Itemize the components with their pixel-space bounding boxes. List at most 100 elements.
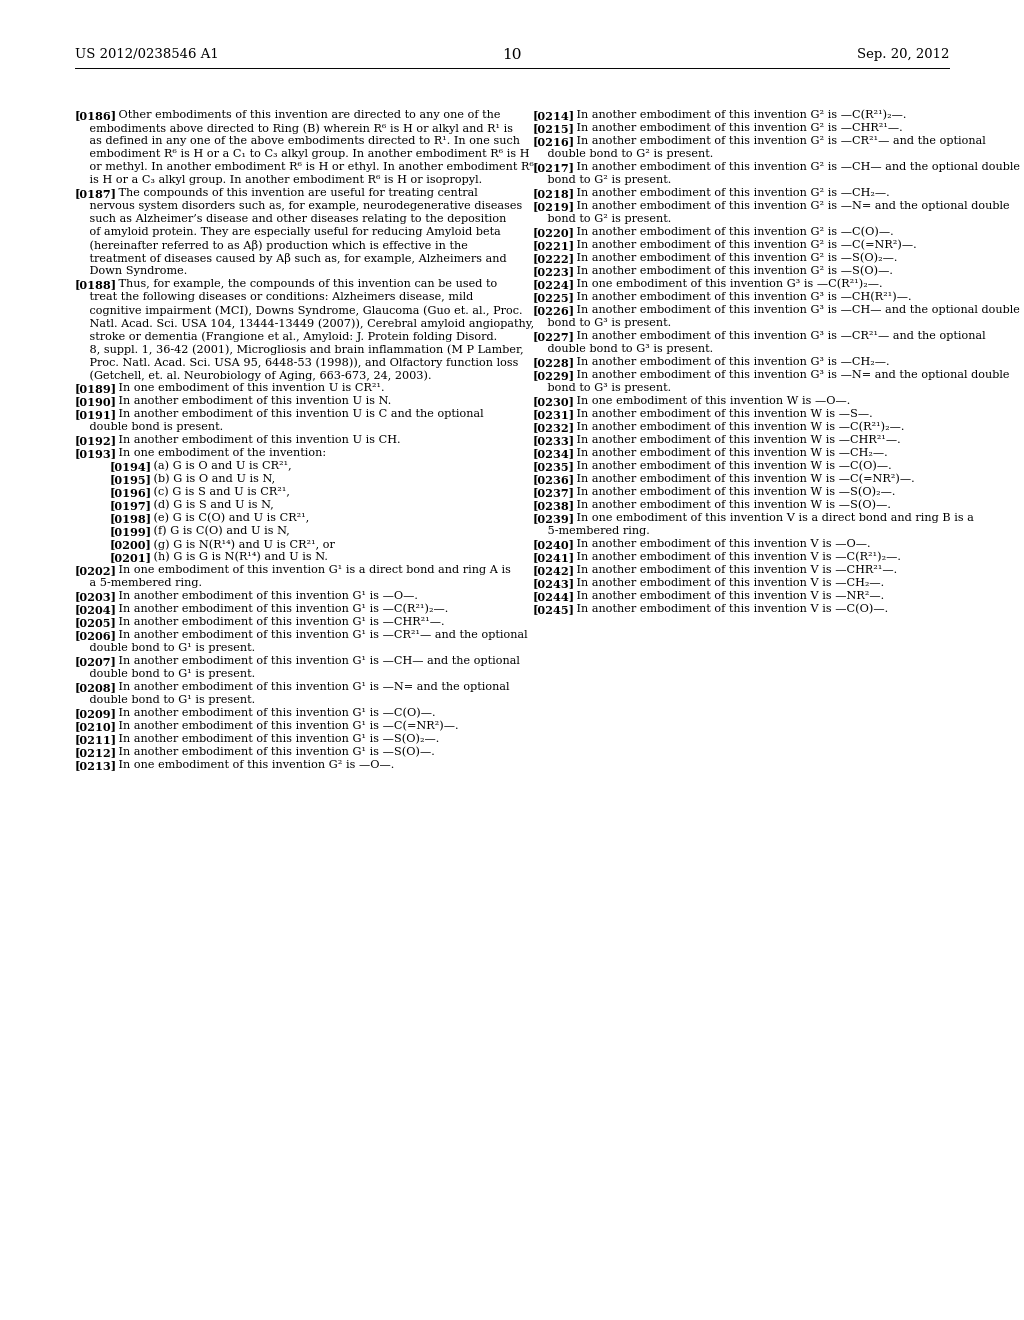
Text: [0210]: [0210]	[75, 721, 117, 733]
Text: double bond is present.: double bond is present.	[75, 422, 223, 432]
Text: [0186]: [0186]	[75, 110, 117, 121]
Text: In another embodiment of this invention G² is —CH₂—.: In another embodiment of this invention …	[562, 187, 890, 198]
Text: In another embodiment of this invention G¹ is —CR²¹— and the optional: In another embodiment of this invention …	[104, 630, 527, 640]
Text: or methyl. In another embodiment R⁶ is H or ethyl. In another embodiment R⁶: or methyl. In another embodiment R⁶ is H…	[75, 162, 534, 172]
Text: Sep. 20, 2012: Sep. 20, 2012	[857, 48, 949, 61]
Text: [0220]: [0220]	[534, 227, 575, 238]
Text: [0242]: [0242]	[534, 565, 575, 576]
Text: [0189]: [0189]	[75, 383, 117, 393]
Text: [0208]: [0208]	[75, 682, 117, 693]
Text: (h) G is G is N(R¹⁴) and U is N.: (h) G is G is N(R¹⁴) and U is N.	[139, 552, 328, 562]
Text: [0201]: [0201]	[110, 552, 152, 564]
Text: bond to G² is present.: bond to G² is present.	[534, 176, 672, 185]
Text: such as Alzheimer’s disease and other diseases relating to the deposition: such as Alzheimer’s disease and other di…	[75, 214, 507, 224]
Text: [0192]: [0192]	[75, 436, 117, 446]
Text: In one embodiment of this invention U is CR²¹.: In one embodiment of this invention U is…	[104, 383, 385, 393]
Text: In another embodiment of this invention V is —CH₂—.: In another embodiment of this invention …	[562, 578, 885, 587]
Text: [0228]: [0228]	[534, 356, 575, 368]
Text: Other embodiments of this invention are directed to any one of the: Other embodiments of this invention are …	[104, 110, 501, 120]
Text: as defined in any one of the above embodiments directed to R¹. In one such: as defined in any one of the above embod…	[75, 136, 520, 147]
Text: [0213]: [0213]	[75, 760, 117, 771]
Text: In another embodiment of this invention V is —NR²—.: In another embodiment of this invention …	[562, 591, 885, 601]
Text: In another embodiment of this invention G¹ is —C(R²¹)₂—.: In another embodiment of this invention …	[104, 605, 449, 614]
Text: [0235]: [0235]	[534, 461, 575, 473]
Text: In another embodiment of this invention G³ is —N= and the optional double: In another embodiment of this invention …	[562, 370, 1010, 380]
Text: [0231]: [0231]	[534, 409, 575, 420]
Text: In another embodiment of this invention G¹ is —S(O)₂—.: In another embodiment of this invention …	[104, 734, 439, 744]
Text: 8, suppl. 1, 36-42 (2001), Microgliosis and brain inflammation (M P Lamber,: 8, suppl. 1, 36-42 (2001), Microgliosis …	[75, 345, 523, 355]
Text: [0187]: [0187]	[75, 187, 117, 199]
Text: The compounds of this invention are useful for treating central: The compounds of this invention are usef…	[104, 187, 478, 198]
Text: [0190]: [0190]	[75, 396, 117, 407]
Text: In another embodiment of this invention W is —S—.: In another embodiment of this invention …	[562, 409, 872, 418]
Text: [0200]: [0200]	[110, 539, 152, 550]
Text: [0191]: [0191]	[75, 409, 117, 420]
Text: In one embodiment of this invention G¹ is a direct bond and ring A is: In one embodiment of this invention G¹ i…	[104, 565, 511, 576]
Text: double bond to G² is present.: double bond to G² is present.	[534, 149, 714, 158]
Text: [0196]: [0196]	[110, 487, 153, 498]
Text: bond to G² is present.: bond to G² is present.	[534, 214, 672, 224]
Text: [0221]: [0221]	[534, 240, 575, 251]
Text: In another embodiment of this invention G³ is —CR²¹— and the optional: In another embodiment of this invention …	[562, 331, 986, 341]
Text: [0240]: [0240]	[534, 539, 575, 550]
Text: [0222]: [0222]	[534, 253, 575, 264]
Text: embodiment R⁶ is H or a C₁ to C₃ alkyl group. In another embodiment R⁶ is H: embodiment R⁶ is H or a C₁ to C₃ alkyl g…	[75, 149, 529, 158]
Text: In one embodiment of the invention:: In one embodiment of the invention:	[104, 447, 327, 458]
Text: [0219]: [0219]	[534, 201, 575, 213]
Text: [0211]: [0211]	[75, 734, 117, 744]
Text: In another embodiment of this invention G² is —S(O)—.: In another embodiment of this invention …	[562, 267, 893, 276]
Text: [0212]: [0212]	[75, 747, 117, 758]
Text: [0232]: [0232]	[534, 422, 575, 433]
Text: In another embodiment of this invention G¹ is —C(=NR²)—.: In another embodiment of this invention …	[104, 721, 459, 731]
Text: In another embodiment of this invention W is —CH₂—.: In another embodiment of this invention …	[562, 447, 888, 458]
Text: [0234]: [0234]	[534, 447, 575, 459]
Text: In one embodiment of this invention G² is —O—.: In one embodiment of this invention G² i…	[104, 760, 394, 770]
Text: In another embodiment of this invention W is —S(O)₂—.: In another embodiment of this invention …	[562, 487, 895, 498]
Text: treatment of diseases caused by Aβ such as, for example, Alzheimers and: treatment of diseases caused by Aβ such …	[75, 253, 507, 264]
Text: In another embodiment of this invention W is —CHR²¹—.: In another embodiment of this invention …	[562, 436, 901, 445]
Text: [0225]: [0225]	[534, 292, 575, 304]
Text: nervous system disorders such as, for example, neurodegenerative diseases: nervous system disorders such as, for ex…	[75, 201, 522, 211]
Text: [0188]: [0188]	[75, 279, 117, 290]
Text: In another embodiment of this invention G¹ is —N= and the optional: In another embodiment of this invention …	[104, 682, 510, 692]
Text: [0195]: [0195]	[110, 474, 152, 484]
Text: [0238]: [0238]	[534, 500, 575, 511]
Text: [0245]: [0245]	[534, 605, 575, 615]
Text: In another embodiment of this invention V is —CHR²¹—.: In another embodiment of this invention …	[562, 565, 897, 576]
Text: (f) G is C(O) and U is N,: (f) G is C(O) and U is N,	[139, 525, 290, 536]
Text: In another embodiment of this invention G² is —CH— and the optional double: In another embodiment of this invention …	[562, 162, 1020, 172]
Text: [0204]: [0204]	[75, 605, 117, 615]
Text: [0203]: [0203]	[75, 591, 117, 602]
Text: [0209]: [0209]	[75, 708, 117, 719]
Text: In another embodiment of this invention G² is —S(O)₂—.: In another embodiment of this invention …	[562, 253, 897, 263]
Text: [0206]: [0206]	[75, 630, 117, 642]
Text: (d) G is S and U is N,: (d) G is S and U is N,	[139, 500, 273, 511]
Text: [0229]: [0229]	[534, 370, 575, 381]
Text: [0197]: [0197]	[110, 500, 152, 511]
Text: (Getchell, et. al. Neurobiology of Aging, 663-673, 24, 2003).: (Getchell, et. al. Neurobiology of Aging…	[75, 370, 431, 380]
Text: (e) G is C(O) and U is CR²¹,: (e) G is C(O) and U is CR²¹,	[139, 513, 309, 523]
Text: Proc. Natl. Acad. Sci. USA 95, 6448-53 (1998)), and Olfactory function loss: Proc. Natl. Acad. Sci. USA 95, 6448-53 (…	[75, 356, 518, 367]
Text: [0223]: [0223]	[534, 267, 575, 277]
Text: [0216]: [0216]	[534, 136, 575, 147]
Text: In another embodiment of this invention G² is —CHR²¹—.: In another embodiment of this invention …	[562, 123, 903, 133]
Text: [0226]: [0226]	[534, 305, 575, 315]
Text: In another embodiment of this invention G² is —C(=NR²)—.: In another embodiment of this invention …	[562, 240, 916, 251]
Text: [0233]: [0233]	[534, 436, 575, 446]
Text: (a) G is O and U is CR²¹,: (a) G is O and U is CR²¹,	[139, 461, 292, 471]
Text: In another embodiment of this invention G¹ is —O—.: In another embodiment of this invention …	[104, 591, 418, 601]
Text: stroke or dementia (Frangione et al., Amyloid: J. Protein folding Disord.: stroke or dementia (Frangione et al., Am…	[75, 331, 497, 342]
Text: double bond to G¹ is present.: double bond to G¹ is present.	[75, 669, 255, 678]
Text: is H or a C₃ alkyl group. In another embodiment R⁶ is H or isopropyl.: is H or a C₃ alkyl group. In another emb…	[75, 176, 482, 185]
Text: [0230]: [0230]	[534, 396, 575, 407]
Text: [0194]: [0194]	[110, 461, 153, 473]
Text: In another embodiment of this invention G² is —C(O)—.: In another embodiment of this invention …	[562, 227, 894, 238]
Text: [0202]: [0202]	[75, 565, 117, 576]
Text: In another embodiment of this invention W is —C(R²¹)₂—.: In another embodiment of this invention …	[562, 422, 904, 433]
Text: [0205]: [0205]	[75, 616, 117, 628]
Text: In another embodiment of this invention V is —C(R²¹)₂—.: In another embodiment of this invention …	[562, 552, 901, 562]
Text: [0237]: [0237]	[534, 487, 575, 498]
Text: [0236]: [0236]	[534, 474, 575, 484]
Text: In another embodiment of this invention G¹ is —CH— and the optional: In another embodiment of this invention …	[104, 656, 520, 667]
Text: [0218]: [0218]	[534, 187, 575, 199]
